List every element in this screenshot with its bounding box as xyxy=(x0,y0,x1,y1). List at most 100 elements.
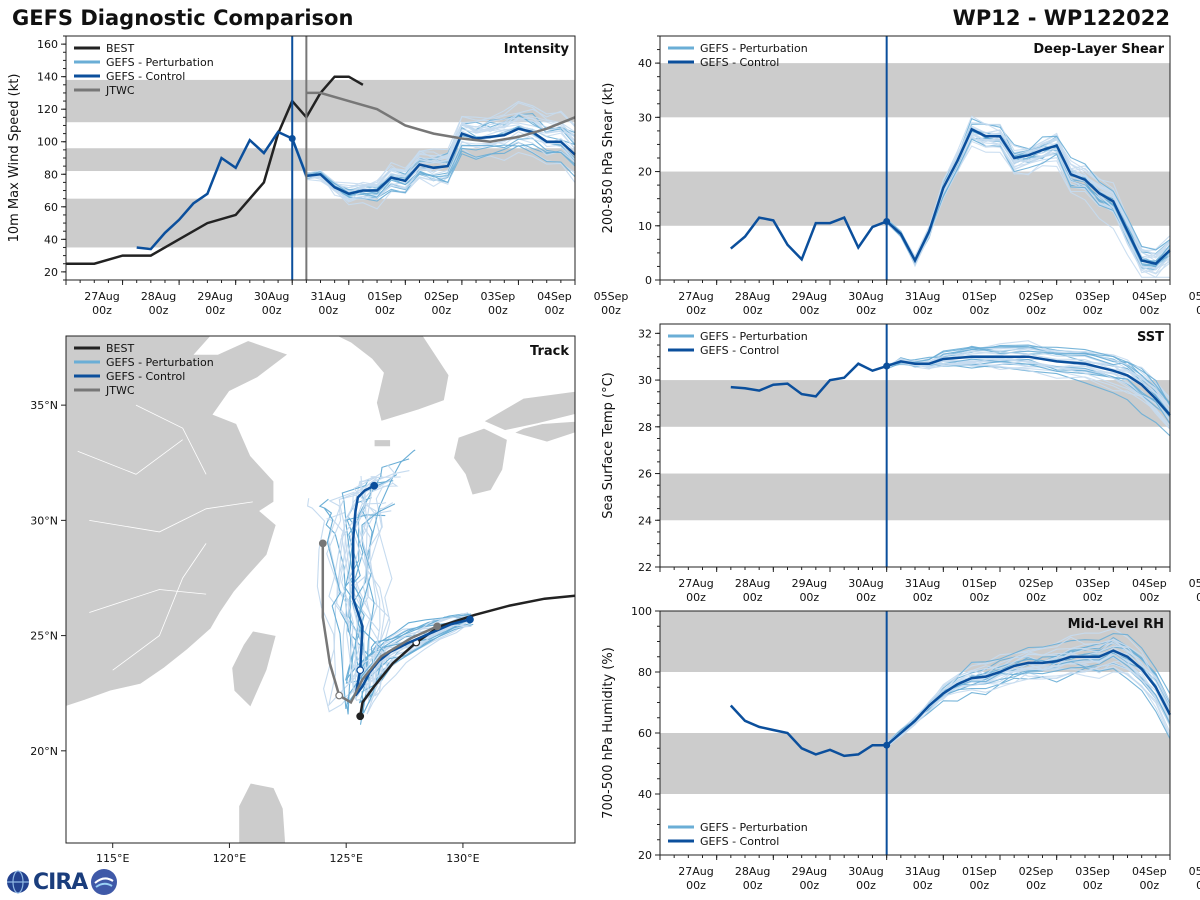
x-tick-label-date: 03Sep xyxy=(1075,577,1110,590)
x-tick-label-date: 01Sep xyxy=(962,577,997,590)
x-tick-label-date: 30Aug xyxy=(848,577,883,590)
track-panel: 115°E 120°E 125°E 130°E 20°N 25°N 30°N 35°N Trac… xyxy=(30,335,595,865)
x-tick-label-date: 01Sep xyxy=(962,290,997,303)
x-tick-label-hour: 00z xyxy=(149,304,169,317)
init-marker xyxy=(288,134,296,142)
satellite-emblem-icon xyxy=(91,869,118,895)
x-tick-label-date: 30Aug xyxy=(254,290,289,303)
x-tick-label-date: 04Sep xyxy=(1132,577,1167,590)
logo-text: CIRA xyxy=(33,869,88,895)
panel-title: Deep-Layer Shear xyxy=(1033,42,1164,57)
y-tick-label: 0 xyxy=(645,274,652,287)
x-tick-label-hour: 00z xyxy=(856,879,876,892)
x-tick-label-date: 31Aug xyxy=(310,290,345,303)
x-tick-label-hour: 00z xyxy=(1196,879,1200,892)
perturbation-line xyxy=(886,671,1171,746)
shaded-band xyxy=(66,79,575,123)
x-tick-label-date: 01Sep xyxy=(367,290,402,303)
x-tick-label-hour: 00z xyxy=(205,304,225,317)
x-tick-label: 115°E xyxy=(96,852,129,865)
x-tick-label-date: 28Aug xyxy=(735,290,770,303)
x-tick-label-date: 31Aug xyxy=(905,577,940,590)
shikoku xyxy=(513,420,575,443)
x-tick-label-hour: 00z xyxy=(92,304,112,317)
y-tick-label: 30 xyxy=(638,374,652,387)
perturbation-line xyxy=(291,126,576,203)
x-tick-label-date: 30Aug xyxy=(848,290,883,303)
x-tick-label-date: 29Aug xyxy=(197,290,232,303)
x-tick-label-date: 28Aug xyxy=(735,865,770,878)
legend-label: GEFS - Control xyxy=(700,56,779,69)
x-tick-label-hour: 00z xyxy=(1083,304,1103,317)
x-tick-label-hour: 00z xyxy=(1196,304,1200,317)
y-tick-label: 24 xyxy=(638,514,652,527)
x-tick-label-date: 28Aug xyxy=(141,290,176,303)
x-tick-label-date: 05Sep xyxy=(594,290,629,303)
x-tick-label-hour: 00z xyxy=(799,591,819,604)
y-tick-label: 40 xyxy=(638,788,652,801)
init-marker xyxy=(883,362,891,370)
perturbation-line xyxy=(886,358,1171,429)
legend-label: JTWC xyxy=(105,384,135,397)
y-tick-label: 32 xyxy=(638,327,652,340)
shaded-band xyxy=(66,198,575,248)
x-tick-label-date: 31Aug xyxy=(905,290,940,303)
x-tick-label-date: 02Sep xyxy=(424,290,459,303)
x-tick-label: 130°E xyxy=(446,852,479,865)
x-tick-label-hour: 00z xyxy=(913,304,933,317)
province-boundary xyxy=(135,404,207,475)
x-tick-label-hour: 00z xyxy=(318,304,338,317)
control-line xyxy=(136,127,576,251)
x-tick-label-date: 29Aug xyxy=(792,290,827,303)
y-tick-label: 30 xyxy=(638,111,652,124)
x-tick-label-hour: 00z xyxy=(856,304,876,317)
y-tick-label: 20 xyxy=(44,266,58,279)
x-tick-label-hour: 00z xyxy=(686,879,706,892)
x-tick-label-hour: 00z xyxy=(969,879,989,892)
figure-title-right: WP12 - WP122022 xyxy=(952,6,1170,30)
legend-label: GEFS - Perturbation xyxy=(106,56,214,69)
intensity-panel: 2040608010012014016027Aug00z28Aug00z29Au… xyxy=(7,35,629,317)
legend-label: GEFS - Perturbation xyxy=(700,42,808,55)
track-position-marker xyxy=(588,591,595,598)
perturbation-track xyxy=(328,502,472,689)
x-tick-label-hour: 00z xyxy=(1139,879,1159,892)
x-tick-label-hour: 00z xyxy=(743,304,763,317)
perturbation-line xyxy=(886,351,1171,409)
x-tick-label-hour: 00z xyxy=(1026,304,1046,317)
figure-title-left: GEFS Diagnostic Comparison xyxy=(12,6,354,30)
x-tick-label-date: 30Aug xyxy=(848,865,883,878)
perturbation-track xyxy=(366,482,468,687)
y-tick-label: 35°N xyxy=(30,399,58,412)
x-tick-label-hour: 00z xyxy=(262,304,282,317)
mainland-china xyxy=(66,336,289,707)
legend-label: BEST xyxy=(106,342,134,355)
track-position-marker xyxy=(370,481,379,490)
shaded-band xyxy=(660,733,1170,794)
x-tick-label-date: 05Sep xyxy=(1189,865,1200,878)
x-tick-label-hour: 00z xyxy=(913,879,933,892)
x-tick-label-date: 27Aug xyxy=(84,290,119,303)
init-marker xyxy=(883,217,891,225)
x-tick-label-hour: 00z xyxy=(913,591,933,604)
legend-label: GEFS - Perturbation xyxy=(700,330,808,343)
y-tick-label: 20°N xyxy=(30,745,58,758)
y-tick-label: 160 xyxy=(37,38,58,51)
y-axis-label: Sea Surface Temp (°C) xyxy=(601,372,616,519)
shaded-band xyxy=(660,473,1170,521)
x-tick-label-date: 27Aug xyxy=(678,865,713,878)
y-tick-label: 60 xyxy=(44,201,58,214)
province-boundary xyxy=(89,589,207,613)
jeju-island xyxy=(373,439,391,447)
x-tick-label-date: 03Sep xyxy=(481,290,516,303)
control-line xyxy=(729,649,1172,758)
x-tick-label-date: 29Aug xyxy=(792,865,827,878)
perturbation-line xyxy=(291,139,576,198)
control-track xyxy=(351,484,471,697)
map-layer xyxy=(66,336,595,843)
control-line xyxy=(729,127,1171,266)
globe-icon xyxy=(7,870,29,894)
province-boundary xyxy=(89,501,253,533)
perturbation-line xyxy=(291,137,576,194)
x-tick-label-date: 05Sep xyxy=(1189,577,1200,590)
